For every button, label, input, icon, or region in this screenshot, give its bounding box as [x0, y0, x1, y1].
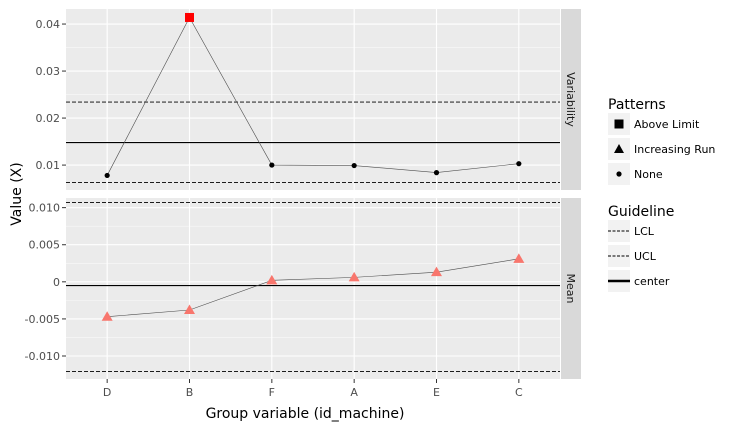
y-tick-label: -0.010 — [25, 350, 60, 363]
y-tick-label: -0.005 — [25, 313, 60, 326]
x-tick-label: B — [186, 386, 194, 399]
panel-background — [66, 9, 560, 190]
data-point-increasing-run — [101, 311, 113, 321]
data-point-none — [433, 170, 440, 176]
facet-panel-variability: 0.01 0.02 0.03 0.04 Variability — [36, 9, 581, 190]
legend-title-patterns: Patterns — [608, 97, 666, 113]
data-point-increasing-run — [348, 271, 360, 282]
data-point-increasing-run — [513, 253, 525, 263]
data-point-none — [516, 161, 522, 167]
x-tick-label: C — [515, 386, 523, 399]
x-tick-label: A — [350, 386, 358, 399]
legend-label: center — [634, 275, 670, 288]
data-point-above-limit — [185, 12, 194, 22]
facet-strip-label: Variability — [564, 72, 577, 127]
legend-label: Above Limit — [634, 118, 700, 131]
y-axis-title: Value (X) — [9, 162, 25, 225]
y-tick-label: 0.005 — [29, 239, 61, 252]
legend-label: UCL — [634, 250, 657, 263]
facet-strip-label: Mean — [564, 274, 577, 304]
facet-panels: 0.01 0.02 0.03 0.04 Variability -0.010 -0.005 0… — [25, 9, 581, 379]
facet-strip — [561, 198, 581, 379]
facet-panel-mean: -0.010 -0.005 0 0.005 0.010 Mean — [25, 198, 581, 379]
legend-title-guideline: Guideline — [608, 204, 674, 220]
data-point-none — [351, 162, 357, 169]
y-tick-label: 0.01 — [36, 159, 61, 172]
facet-strip — [561, 9, 581, 190]
legend-triangle-icon — [614, 144, 624, 153]
data-point-increasing-run — [266, 274, 278, 285]
data-point-increasing-run — [431, 266, 442, 277]
y-tick-label: 0 — [53, 276, 60, 289]
legend-label: Increasing Run — [634, 143, 715, 156]
x-tick-label: E — [433, 386, 440, 399]
data-point-none — [104, 172, 110, 179]
legend-label: None — [634, 168, 663, 181]
y-tick-label: 0.010 — [29, 202, 61, 215]
y-tick-label: 0.04 — [36, 18, 61, 31]
data-point-none — [269, 162, 275, 168]
x-tick-label: D — [103, 386, 111, 399]
x-axis-title: Group variable (id_machine) — [206, 406, 405, 422]
series-line — [107, 258, 519, 317]
y-tick-label: 0.02 — [36, 112, 61, 125]
y-tick-label: 0.03 — [36, 65, 61, 78]
series-line — [106, 16, 519, 176]
legend: Patterns Above Limit Increasing Run None Gui… — [608, 97, 715, 292]
legend-square-icon — [614, 119, 624, 129]
legend-circle-icon — [616, 171, 622, 177]
data-point-increasing-run — [184, 304, 195, 315]
panel-background — [66, 198, 560, 379]
x-tick-label: F — [269, 386, 275, 399]
legend-label: LCL — [634, 225, 655, 238]
